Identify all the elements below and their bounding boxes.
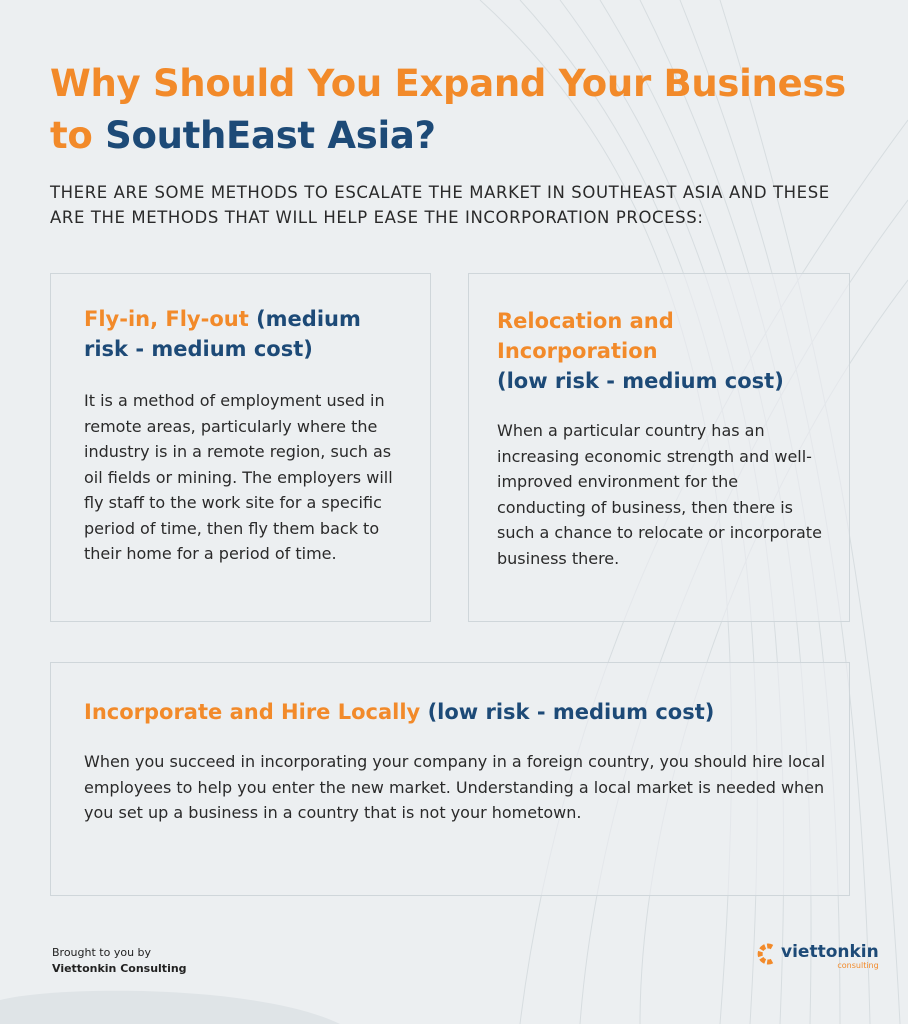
method-name: Incorporate and Hire Locally xyxy=(84,700,421,724)
method-card-relocation: Relocation and Incorporation (low risk -… xyxy=(468,273,850,622)
method-heading: Relocation and Incorporation (low risk -… xyxy=(497,306,829,396)
page-title: Why Should You Expand Your Business to S… xyxy=(50,58,846,162)
brought-by-label: Brought to you by xyxy=(52,946,152,959)
method-description: It is a method of employment used in rem… xyxy=(84,391,393,563)
method-heading: Fly-in, Fly-out (medium risk - medium co… xyxy=(84,304,410,364)
title-line-1: Why Should You Expand Your Business xyxy=(50,62,846,105)
subtitle: THERE ARE SOME METHODS TO ESCALATE THE M… xyxy=(50,183,830,227)
title-highlight: SouthEast Asia? xyxy=(105,114,436,157)
viettonkin-logo: viettonkin consulting xyxy=(757,943,879,970)
company-name: Viettonkin Consulting xyxy=(52,962,187,975)
method-card-hire-locally: Incorporate and Hire Locally (low risk -… xyxy=(50,662,850,896)
method-name: Relocation and Incorporation xyxy=(497,309,674,363)
method-name: Fly-in, Fly-out xyxy=(84,307,249,331)
method-risk: (medium risk - medium cost) xyxy=(84,307,361,361)
logo-name: viettonkin xyxy=(781,942,879,962)
title-prefix: to xyxy=(50,114,93,157)
c-gear-logo-icon xyxy=(757,943,774,965)
method-card-fly-in-fly-out: Fly-in, Fly-out (medium risk - medium co… xyxy=(50,273,431,622)
method-heading: Incorporate and Hire Locally (low risk -… xyxy=(84,697,829,727)
method-description: When a particular country has an increas… xyxy=(497,421,822,568)
footer-credit: Brought to you by Viettonkin Consulting xyxy=(52,945,187,977)
logo-tagline: consulting xyxy=(837,961,879,970)
method-risk: (low risk - medium cost) xyxy=(497,369,784,393)
method-description: When you succeed in incorporating your c… xyxy=(84,752,826,822)
method-risk: (low risk - medium cost) xyxy=(427,700,715,724)
